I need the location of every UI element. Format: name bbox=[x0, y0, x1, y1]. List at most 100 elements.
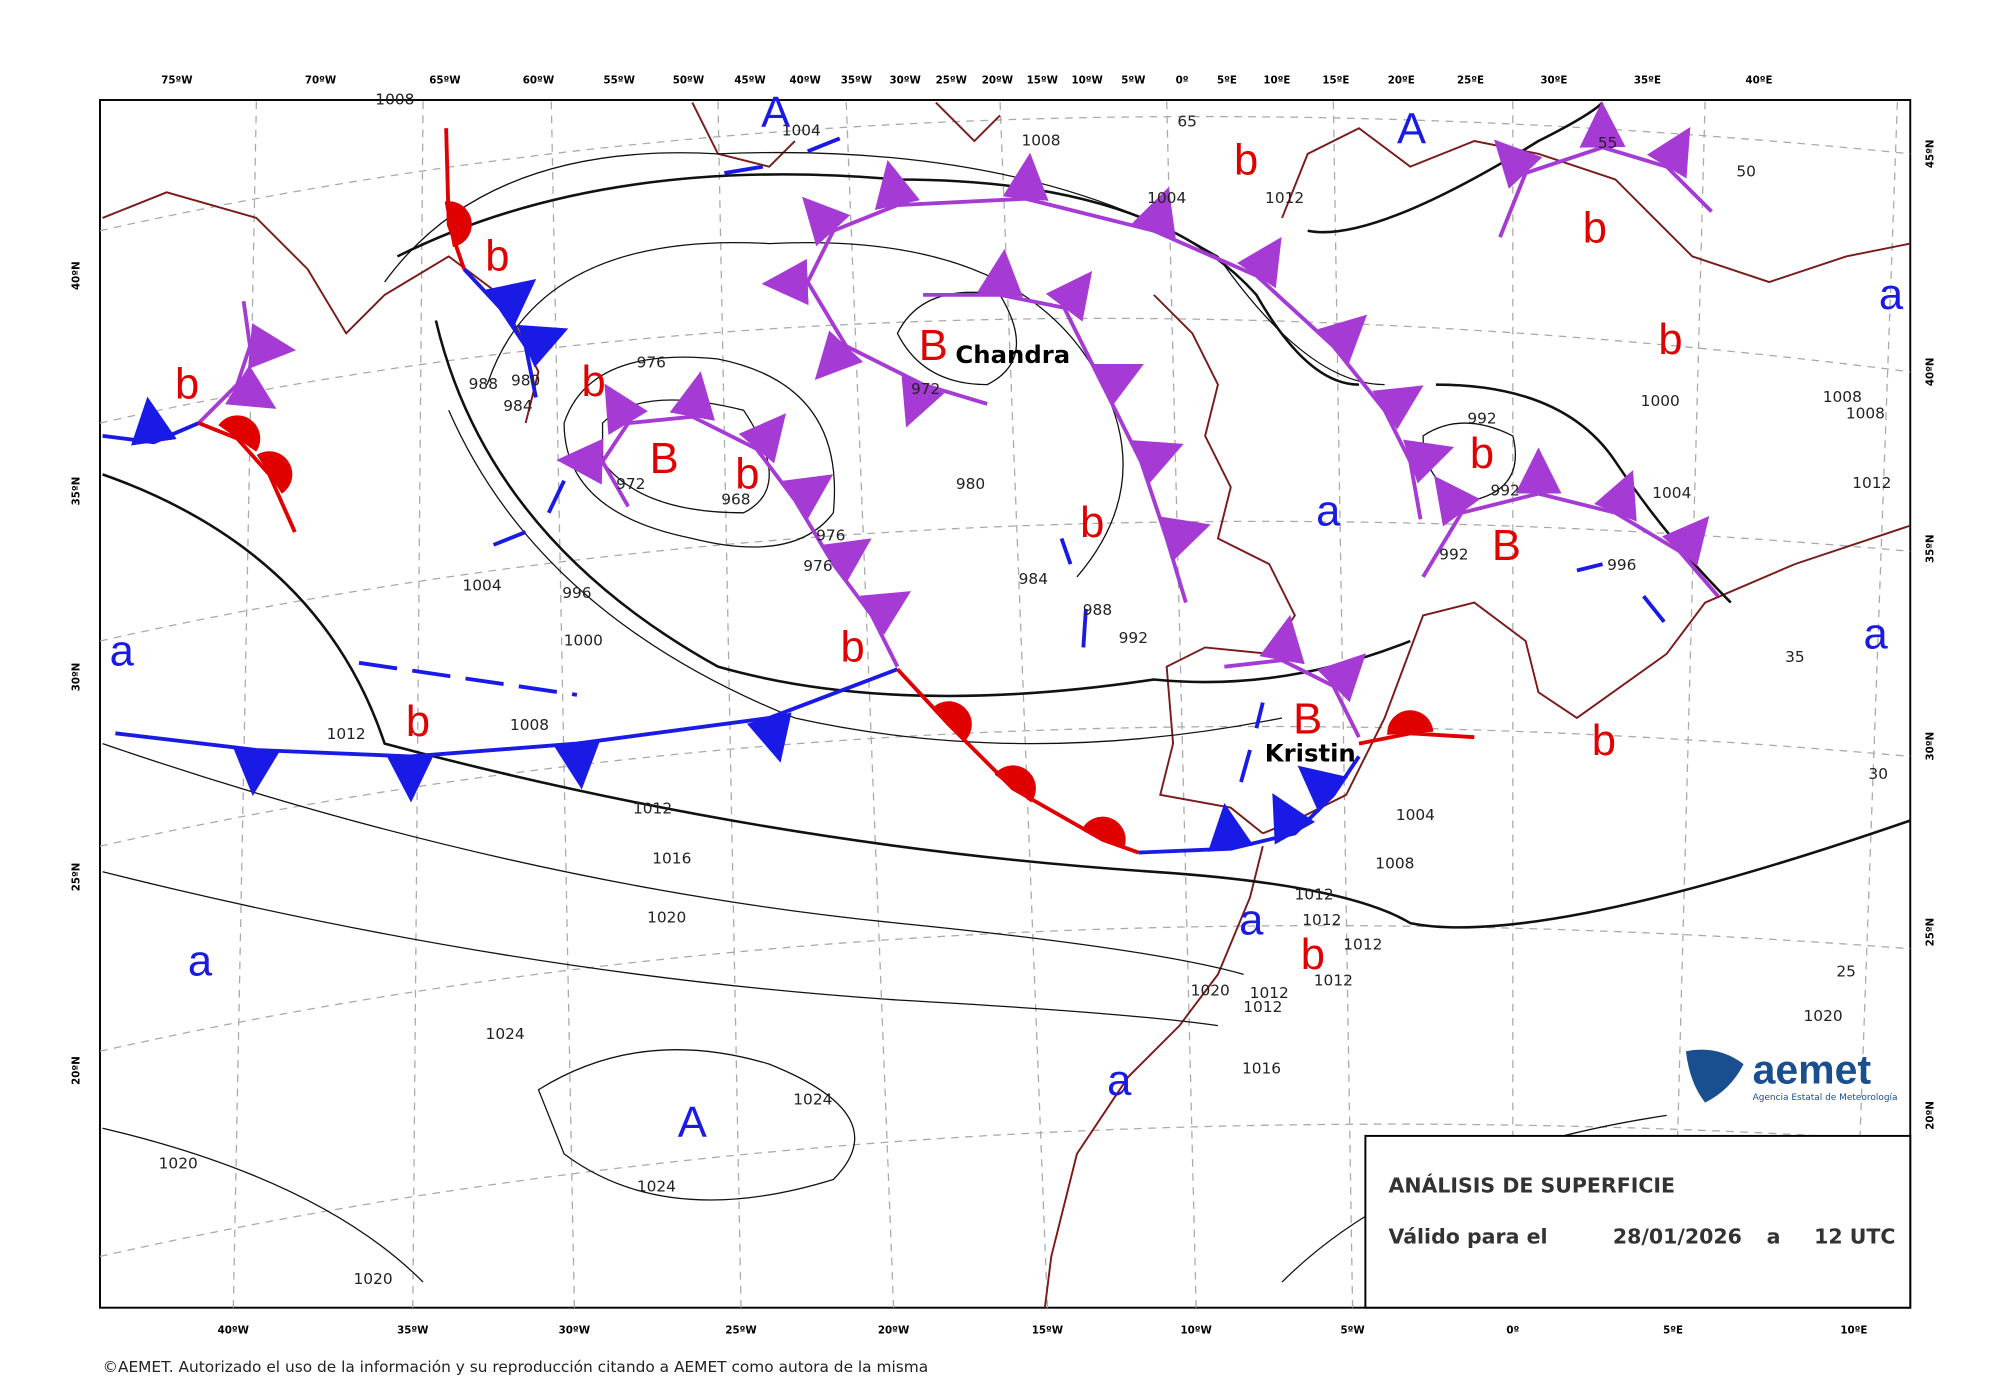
pressure-center: B bbox=[1492, 522, 1521, 570]
pressure-center: b bbox=[1470, 430, 1494, 478]
top-longitude: 60ºW bbox=[523, 74, 554, 86]
isobar-label: 1000 bbox=[1641, 392, 1680, 410]
isobar-label: 1016 bbox=[1242, 1060, 1281, 1078]
bottom-longitude: 20ºW bbox=[878, 1324, 909, 1336]
right-latitude: 35ºN bbox=[1924, 534, 1936, 563]
isobar-label: 988 bbox=[1083, 601, 1112, 619]
pressure-center: A bbox=[678, 1099, 707, 1147]
info-box: ANÁLISIS DE SUPERFICIE Válido para el 28… bbox=[1364, 1134, 1912, 1309]
pressure-center: B bbox=[1293, 695, 1322, 743]
isobar-label: 1004 bbox=[782, 121, 821, 139]
pressure-center: B bbox=[650, 435, 679, 483]
isobar-label: 984 bbox=[1019, 570, 1048, 588]
right-latitude: 30ºN bbox=[1924, 732, 1936, 761]
isobar-label: 992 bbox=[1490, 482, 1519, 500]
pressure-center: b bbox=[1658, 316, 1682, 364]
top-longitude: 75ºW bbox=[161, 74, 192, 86]
pressure-center: b bbox=[1234, 136, 1258, 184]
isobar-label: 980 bbox=[511, 371, 540, 389]
bottom-longitude: 15ºW bbox=[1032, 1324, 1063, 1336]
top-longitude: 30ºE bbox=[1540, 74, 1567, 86]
isobar-label: 1012 bbox=[1302, 911, 1341, 929]
bottom-longitude: 30ºW bbox=[559, 1324, 590, 1336]
pressure-center: b bbox=[840, 624, 864, 672]
isobar-label: 972 bbox=[616, 475, 645, 493]
top-longitude: 30ºW bbox=[889, 74, 920, 86]
bottom-longitude: 35ºW bbox=[397, 1324, 428, 1336]
isobar-label: 1008 bbox=[1021, 132, 1060, 150]
isobar-label: 1024 bbox=[486, 1025, 525, 1043]
info-at: a bbox=[1767, 1225, 1781, 1249]
isobar-label: 976 bbox=[637, 353, 666, 371]
isobar-label: 1012 bbox=[1295, 885, 1334, 903]
isobar-label: 1020 bbox=[354, 1270, 393, 1288]
bottom-longitude: 40ºW bbox=[218, 1324, 249, 1336]
top-longitude: 10ºE bbox=[1263, 74, 1290, 86]
isobar-label: 1012 bbox=[1343, 935, 1382, 953]
top-longitude: 35ºW bbox=[841, 74, 872, 86]
logo: aemet Agencia Estatal de Meteorología bbox=[1685, 1046, 1898, 1103]
isobar-label: 976 bbox=[803, 557, 832, 575]
isobar-label: 1012 bbox=[1314, 971, 1353, 989]
storm-name: Kristin bbox=[1265, 739, 1356, 768]
map-frame bbox=[99, 99, 1912, 1309]
map-labels: 75ºW 70ºW 65ºW 60ºW 55ºW 50ºW 45ºW 40ºW 35ºW 30ºW… bbox=[70, 74, 1936, 1336]
isobar-label: 1016 bbox=[652, 849, 691, 867]
isobar-label: 996 bbox=[562, 584, 591, 602]
isobar-label: 1004 bbox=[1147, 189, 1186, 207]
left-latitude: 30ºN bbox=[70, 663, 82, 692]
isobar-label: 1012 bbox=[1250, 984, 1289, 1002]
isobar-label: 972 bbox=[911, 380, 940, 398]
isobar-label: 1000 bbox=[564, 632, 603, 650]
isobar-label: 988 bbox=[469, 375, 498, 393]
pressure-center: b bbox=[406, 698, 430, 746]
pressure-center: b bbox=[1592, 717, 1616, 765]
pressure-center: a bbox=[110, 627, 135, 675]
isobar-label: 976 bbox=[816, 526, 845, 544]
isobar-label: 992 bbox=[1119, 629, 1148, 647]
top-longitude: 65ºW bbox=[429, 74, 460, 86]
top-longitude: 10ºW bbox=[1071, 74, 1102, 86]
isobar-label: 1012 bbox=[1243, 998, 1282, 1016]
isobar-label: 1004 bbox=[1652, 484, 1691, 502]
pressure-center: A bbox=[761, 89, 790, 137]
bottom-longitude: 0º bbox=[1506, 1324, 1519, 1336]
top-longitude: 50ºW bbox=[673, 74, 704, 86]
logo-icon bbox=[1685, 1049, 1744, 1103]
top-longitude: 45ºW bbox=[734, 74, 765, 86]
isobar-label: 1012 bbox=[1852, 474, 1891, 492]
top-longitude: 5ºE bbox=[1217, 74, 1237, 86]
top-longitude: 35ºE bbox=[1634, 74, 1661, 86]
pressure-center: b bbox=[735, 450, 759, 498]
isobar-label: 1008 bbox=[1846, 405, 1885, 423]
isobar-label: 1012 bbox=[1265, 189, 1304, 207]
info-time: 12 UTC bbox=[1814, 1225, 1895, 1249]
pressure-center: a bbox=[1107, 1057, 1132, 1105]
info-valid-label: Válido para el bbox=[1388, 1225, 1547, 1249]
bottom-longitude: 25ºW bbox=[725, 1324, 756, 1336]
isobar-label: 1004 bbox=[462, 576, 501, 594]
isobar-label: 25 bbox=[1836, 962, 1856, 980]
top-longitude: 5ºW bbox=[1121, 74, 1145, 86]
info-date: 28/01/2026 bbox=[1613, 1225, 1742, 1249]
pressure-center: a bbox=[1316, 488, 1341, 536]
isobar-label: 65 bbox=[1177, 112, 1197, 130]
bottom-longitude: 5ºW bbox=[1340, 1324, 1364, 1336]
right-latitude: 25ºN bbox=[1924, 918, 1936, 947]
isobar-label: 968 bbox=[721, 491, 750, 509]
isobar-label: 980 bbox=[956, 475, 985, 493]
isobar-label: 1008 bbox=[1823, 388, 1862, 406]
isobar-label: 1008 bbox=[510, 716, 549, 734]
top-longitude: 20ºE bbox=[1388, 74, 1415, 86]
top-longitude: 40ºW bbox=[789, 74, 820, 86]
bottom-longitude: 10ºW bbox=[1180, 1324, 1211, 1336]
logo-subtitle: Agencia Estatal de Meteorología bbox=[1753, 1093, 1898, 1103]
top-longitude: 25ºW bbox=[936, 74, 967, 86]
pressure-center: b bbox=[1583, 204, 1607, 252]
isobar-label: 1004 bbox=[1396, 806, 1435, 824]
isobar-label: 35 bbox=[1785, 648, 1805, 666]
pressure-center: a bbox=[1879, 271, 1904, 319]
pressure-center: b bbox=[1080, 499, 1104, 547]
left-latitude: 20ºN bbox=[70, 1056, 82, 1085]
